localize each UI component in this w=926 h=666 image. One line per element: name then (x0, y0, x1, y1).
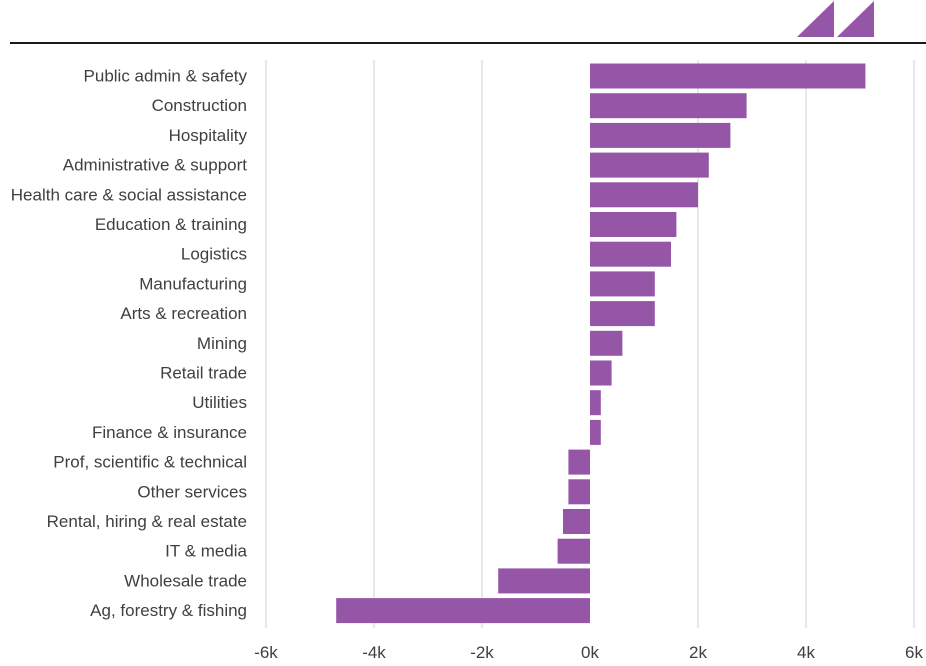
category-label-2: Hospitality (169, 126, 248, 145)
category-label-7: Manufacturing (139, 274, 247, 293)
category-label-13: Prof, scientific & technical (53, 453, 247, 472)
category-label-11: Utilities (192, 393, 247, 412)
category-label-18: Ag, forestry & fishing (90, 601, 247, 620)
x-tick-label-6: 6k (905, 643, 923, 662)
bar-0 (590, 63, 866, 89)
bar-13 (568, 449, 590, 475)
bar-4 (590, 182, 698, 208)
x-tick-label-5: 4k (797, 643, 815, 662)
logo-shape-right (837, 1, 874, 37)
category-label-6: Logistics (181, 245, 247, 264)
category-label-5: Education & training (95, 215, 247, 234)
bar-18 (336, 598, 590, 624)
bar-15 (563, 509, 590, 534)
category-label-14: Other services (137, 482, 247, 501)
x-tick-label-0: -6k (254, 643, 278, 662)
bar-11 (590, 390, 601, 416)
bar-14 (568, 479, 590, 505)
category-labels: Public admin & safety Construction Hospita… (11, 67, 248, 621)
category-label-16: IT & media (165, 542, 247, 561)
x-tick-label-1: -4k (362, 643, 386, 662)
category-label-9: Mining (197, 334, 247, 353)
category-label-4: Health care & social assistance (11, 185, 247, 204)
logo (797, 1, 874, 37)
category-label-3: Administrative & support (63, 156, 248, 175)
bar-9 (590, 330, 623, 356)
bar-7 (590, 271, 655, 297)
category-label-8: Arts & recreation (120, 304, 247, 323)
bars (336, 63, 866, 624)
category-label-10: Retail trade (160, 364, 247, 383)
category-label-12: Finance & insurance (92, 423, 247, 442)
bar-8 (590, 301, 655, 327)
bar-10 (590, 360, 612, 386)
category-label-17: Wholesale trade (124, 571, 247, 590)
x-axis-tick-labels: -6k -4k -2k 0k 2k 4k 6k (254, 643, 923, 662)
logo-shape-left (797, 1, 834, 37)
category-label-1: Construction (152, 96, 247, 115)
x-tick-label-3: 0k (581, 643, 599, 662)
bar-1 (590, 93, 747, 119)
bar-17 (498, 568, 590, 594)
x-tick-label-4: 2k (689, 643, 707, 662)
category-label-0: Public admin & safety (84, 67, 248, 86)
bar-12 (590, 419, 601, 445)
bar-3 (590, 152, 709, 178)
bar-2 (590, 122, 731, 148)
x-tick-label-2: -2k (470, 643, 494, 662)
bar-5 (590, 212, 677, 237)
category-label-15: Rental, hiring & real estate (47, 512, 247, 531)
bar-16 (557, 538, 590, 564)
bar-6 (590, 241, 671, 267)
